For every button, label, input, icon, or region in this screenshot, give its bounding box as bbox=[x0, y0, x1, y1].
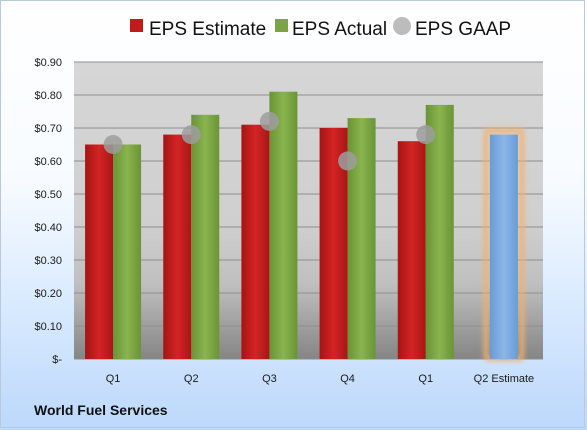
marker-eps-gaap bbox=[338, 151, 358, 171]
bar-eps-estimate bbox=[241, 124, 270, 359]
y-tick-label: $0.10 bbox=[34, 321, 62, 333]
y-tick-label: $0.90 bbox=[34, 57, 62, 69]
y-axis-tick-labels: $- $0.10 $0.20 $0.30 $0.40 $0.50 $0.60 $0.70 $0.… bbox=[34, 57, 62, 366]
bar-q2-estimate bbox=[489, 134, 518, 359]
x-tick-label: Q3 bbox=[262, 373, 277, 385]
bar-eps-actual bbox=[425, 104, 454, 360]
plot-area bbox=[74, 62, 543, 359]
x-tick-label: Q2 Estimate bbox=[474, 373, 535, 385]
x-tick-label: Q2 bbox=[184, 373, 199, 385]
bar-eps-estimate bbox=[163, 134, 192, 359]
y-tick-label: $0.70 bbox=[34, 123, 62, 135]
y-tick-label: $0.60 bbox=[34, 156, 62, 168]
x-axis-tick-labels: Q1 Q2 Q3 Q4 Q1 Q2 Estimate bbox=[106, 373, 534, 385]
gridlines bbox=[74, 61, 543, 360]
company-name: World Fuel Services bbox=[34, 402, 168, 418]
bar-eps-estimate bbox=[85, 144, 114, 359]
legend-label-actual: EPS Actual bbox=[292, 19, 387, 40]
legend: EPS Estimate EPS Actual EPS GAAP bbox=[130, 17, 511, 40]
bar-eps-actual bbox=[191, 114, 220, 359]
legend-swatch-estimate bbox=[130, 19, 143, 32]
y-tick-label: $0.40 bbox=[34, 222, 62, 234]
y-tick-label: $- bbox=[52, 354, 62, 366]
x-tick-label: Q1 bbox=[106, 373, 121, 385]
bar-eps-estimate bbox=[397, 141, 426, 359]
marker-eps-gaap bbox=[259, 111, 279, 131]
marker-eps-gaap bbox=[181, 125, 201, 145]
y-tick-label: $0.80 bbox=[34, 90, 62, 102]
legend-swatch-actual bbox=[275, 19, 288, 32]
gaap-markers bbox=[103, 111, 436, 171]
marker-eps-gaap bbox=[416, 125, 436, 145]
y-tick-label: $0.30 bbox=[34, 255, 62, 267]
y-tick-label: $0.20 bbox=[34, 288, 62, 300]
bar-eps-actual bbox=[269, 91, 298, 359]
x-tick-label: Q1 bbox=[418, 373, 433, 385]
legend-label-gaap: EPS GAAP bbox=[415, 19, 511, 40]
legend-label-estimate: EPS Estimate bbox=[149, 19, 266, 40]
y-tick-label: $0.50 bbox=[34, 189, 62, 201]
bar-eps-actual bbox=[113, 144, 142, 359]
marker-eps-gaap bbox=[103, 135, 123, 154]
legend-swatch-gaap bbox=[393, 17, 411, 35]
bars bbox=[85, 91, 525, 362]
x-tick-label: Q4 bbox=[340, 373, 355, 385]
